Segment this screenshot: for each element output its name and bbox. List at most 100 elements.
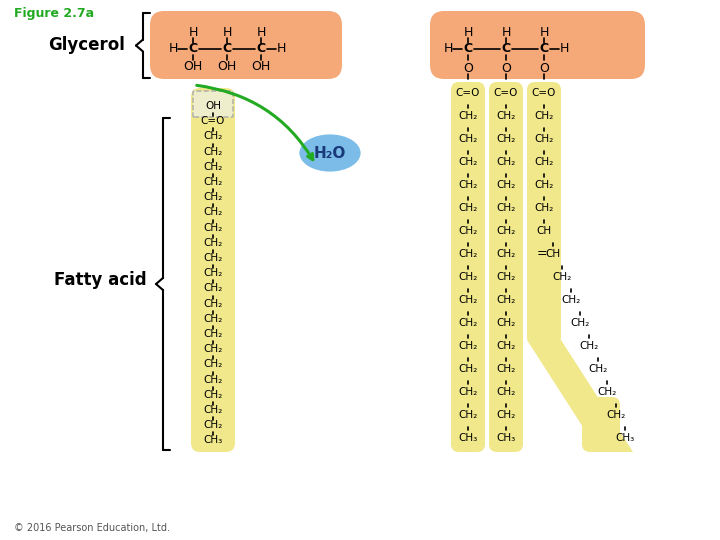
Text: C: C bbox=[464, 43, 472, 56]
Text: C=O: C=O bbox=[532, 88, 556, 98]
FancyBboxPatch shape bbox=[430, 11, 645, 79]
Text: CH₂: CH₂ bbox=[203, 268, 222, 278]
Text: CH₂: CH₂ bbox=[459, 295, 477, 305]
Text: H: H bbox=[444, 43, 453, 56]
Text: CH₂: CH₂ bbox=[203, 192, 222, 202]
Text: C=O: C=O bbox=[201, 116, 225, 126]
Text: CH₂: CH₂ bbox=[203, 131, 222, 141]
Text: O: O bbox=[463, 62, 473, 75]
Text: CH₂: CH₂ bbox=[459, 249, 477, 259]
Text: CH₂: CH₂ bbox=[588, 364, 608, 374]
Text: CH₂: CH₂ bbox=[459, 410, 477, 420]
FancyBboxPatch shape bbox=[193, 91, 233, 117]
Text: CH₂: CH₂ bbox=[598, 387, 616, 397]
Text: CH₂: CH₂ bbox=[496, 295, 516, 305]
Text: C=O: C=O bbox=[494, 88, 518, 98]
Text: CH₂: CH₂ bbox=[496, 318, 516, 328]
Text: Glycerol: Glycerol bbox=[48, 36, 125, 54]
Text: CH₂: CH₂ bbox=[606, 410, 626, 420]
Text: CH₂: CH₂ bbox=[496, 180, 516, 190]
Text: CH₂: CH₂ bbox=[459, 387, 477, 397]
Text: CH₂: CH₂ bbox=[203, 390, 222, 400]
Text: CH₂: CH₂ bbox=[459, 364, 477, 374]
Text: CH₂: CH₂ bbox=[459, 341, 477, 351]
Text: H: H bbox=[222, 26, 232, 39]
Text: CH₂: CH₂ bbox=[496, 111, 516, 121]
Text: CH₂: CH₂ bbox=[203, 329, 222, 339]
Text: CH₂: CH₂ bbox=[496, 341, 516, 351]
Text: Fatty acid: Fatty acid bbox=[54, 271, 146, 289]
Text: =: = bbox=[536, 247, 547, 260]
FancyBboxPatch shape bbox=[150, 11, 342, 79]
Text: C=O: C=O bbox=[456, 88, 480, 98]
Text: CH: CH bbox=[546, 249, 561, 259]
Text: CH₂: CH₂ bbox=[496, 387, 516, 397]
Text: CH₂: CH₂ bbox=[580, 341, 598, 351]
FancyBboxPatch shape bbox=[489, 82, 523, 452]
Text: CH₂: CH₂ bbox=[203, 405, 222, 415]
Text: C: C bbox=[222, 43, 232, 56]
Text: CH₂: CH₂ bbox=[203, 420, 222, 430]
Text: CH₂: CH₂ bbox=[203, 375, 222, 384]
Text: CH₂: CH₂ bbox=[459, 226, 477, 236]
Text: CH₂: CH₂ bbox=[459, 203, 477, 213]
Text: CH₂: CH₂ bbox=[459, 318, 477, 328]
Text: CH₂: CH₂ bbox=[203, 222, 222, 233]
Text: CH₃: CH₃ bbox=[616, 433, 634, 443]
Text: C: C bbox=[256, 43, 266, 56]
Text: C: C bbox=[501, 43, 510, 56]
Text: CH₂: CH₂ bbox=[496, 249, 516, 259]
Text: CH₂: CH₂ bbox=[203, 360, 222, 369]
Text: H: H bbox=[256, 26, 266, 39]
FancyBboxPatch shape bbox=[191, 88, 235, 452]
Text: CH: CH bbox=[536, 226, 552, 236]
Text: CH₂: CH₂ bbox=[459, 180, 477, 190]
Text: CH₂: CH₂ bbox=[459, 157, 477, 167]
Polygon shape bbox=[527, 340, 633, 452]
FancyBboxPatch shape bbox=[582, 397, 620, 452]
Text: O: O bbox=[539, 62, 549, 75]
Text: CH₂: CH₂ bbox=[203, 207, 222, 218]
FancyBboxPatch shape bbox=[527, 82, 561, 345]
Text: CH₃: CH₃ bbox=[459, 433, 477, 443]
Text: OH: OH bbox=[184, 60, 202, 73]
Text: H: H bbox=[539, 26, 549, 39]
Text: CH₂: CH₂ bbox=[203, 238, 222, 248]
Text: CH₂: CH₂ bbox=[496, 410, 516, 420]
Text: CH₂: CH₂ bbox=[496, 226, 516, 236]
Text: CH₂: CH₂ bbox=[534, 180, 554, 190]
Text: CH₂: CH₂ bbox=[459, 272, 477, 282]
Text: CH₂: CH₂ bbox=[496, 134, 516, 144]
Text: CH₂: CH₂ bbox=[459, 134, 477, 144]
Text: CH₂: CH₂ bbox=[203, 299, 222, 308]
Text: CH₂: CH₂ bbox=[203, 146, 222, 157]
Text: CH₂: CH₂ bbox=[496, 157, 516, 167]
Text: CH₂: CH₂ bbox=[203, 284, 222, 293]
Text: CH₂: CH₂ bbox=[552, 272, 572, 282]
Text: CH₂: CH₂ bbox=[496, 272, 516, 282]
Text: CH₂: CH₂ bbox=[459, 111, 477, 121]
Text: CH₂: CH₂ bbox=[496, 364, 516, 374]
Text: CH₃: CH₃ bbox=[203, 435, 222, 445]
Text: OH: OH bbox=[217, 60, 237, 73]
Text: CH₂: CH₂ bbox=[534, 203, 554, 213]
Text: H: H bbox=[276, 43, 286, 56]
Text: CH₂: CH₂ bbox=[534, 134, 554, 144]
Text: CH₂: CH₂ bbox=[203, 314, 222, 324]
Text: CH₂: CH₂ bbox=[203, 253, 222, 263]
Text: OH: OH bbox=[205, 101, 221, 111]
Ellipse shape bbox=[298, 133, 362, 173]
Text: CH₂: CH₂ bbox=[534, 111, 554, 121]
Text: H₂O: H₂O bbox=[314, 145, 346, 160]
Text: CH₂: CH₂ bbox=[562, 295, 580, 305]
Text: CH₂: CH₂ bbox=[203, 177, 222, 187]
Text: H: H bbox=[189, 26, 198, 39]
Text: C: C bbox=[539, 43, 549, 56]
Text: CH₂: CH₂ bbox=[203, 344, 222, 354]
Text: H: H bbox=[168, 43, 178, 56]
Text: CH₃: CH₃ bbox=[496, 433, 516, 443]
Text: © 2016 Pearson Education, Ltd.: © 2016 Pearson Education, Ltd. bbox=[14, 523, 170, 533]
Text: CH₂: CH₂ bbox=[570, 318, 590, 328]
Text: C: C bbox=[189, 43, 197, 56]
Text: CH₂: CH₂ bbox=[203, 162, 222, 172]
